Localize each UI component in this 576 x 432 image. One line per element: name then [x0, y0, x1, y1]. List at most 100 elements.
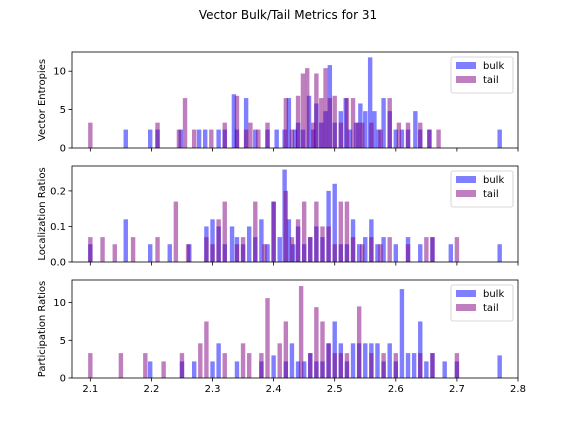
tail-bar: [271, 201, 276, 262]
tail-bar: [155, 122, 160, 148]
tail-bar: [240, 237, 246, 262]
bulk-bar: [231, 94, 237, 148]
legend-swatch-bulk: [456, 176, 476, 183]
tail-bar: [222, 353, 227, 378]
tail-bar: [265, 122, 270, 148]
bulk-bar: [123, 219, 128, 262]
bulk-bar: [148, 361, 153, 378]
tail-bar: [262, 244, 267, 262]
legend-label-tail: tail: [483, 303, 499, 314]
tail-bar: [88, 353, 93, 378]
tail-bar: [100, 237, 105, 262]
bulk-bar: [292, 129, 298, 148]
tail-bar: [326, 343, 331, 378]
bulk-bar: [399, 129, 405, 148]
y-tick-label: 0.0: [50, 258, 66, 269]
y-tick-label: 0.2: [50, 186, 66, 197]
x-tick-label: 2.1: [82, 384, 98, 395]
bulk-bar: [363, 343, 368, 378]
y-tick-label: 5: [60, 336, 66, 347]
bulk-bar: [196, 129, 202, 148]
tail-bar: [88, 237, 93, 262]
tail-bar: [454, 353, 460, 378]
tail-bar: [253, 201, 258, 262]
bulk-bar: [243, 98, 249, 148]
tail-bar: [369, 237, 374, 262]
tail-bar: [301, 201, 307, 262]
bulk-bar: [424, 361, 429, 378]
tail-bar: [323, 68, 328, 148]
x-tick-label: 2.5: [327, 384, 343, 395]
bulk-bar: [274, 129, 279, 148]
bulk-bar: [411, 353, 417, 378]
tail-bar: [283, 98, 289, 148]
bulk-bar: [393, 129, 399, 148]
legend-label-tail: tail: [483, 189, 499, 200]
tail-bar: [243, 129, 249, 148]
panel-1: 0 5 10 Vector Entropies bulk tail: [37, 51, 519, 155]
tail-bar: [327, 98, 333, 148]
bulk-bar: [356, 244, 362, 262]
bulk-bar: [413, 111, 418, 148]
tail-bar: [283, 321, 289, 378]
tail-bar: [338, 122, 344, 148]
tail-bar: [320, 321, 325, 378]
tail-bar: [143, 353, 148, 378]
tail-bar: [216, 219, 221, 262]
bulk-bar: [375, 343, 380, 378]
tail-bar: [277, 343, 282, 378]
legend-swatch-bulk: [456, 62, 476, 69]
bulk-bar: [265, 244, 270, 262]
legend-swatch-bulk: [456, 290, 476, 297]
bulk-bar: [229, 226, 235, 262]
bulk-bar: [123, 129, 128, 148]
bulk-bar: [442, 361, 447, 378]
bulk-bar: [381, 237, 386, 262]
tail-bar: [320, 226, 325, 262]
tail-bar: [155, 237, 160, 262]
tail-bar: [289, 237, 295, 262]
legend-label-bulk: bulk: [483, 289, 504, 300]
legend-swatch-tail: [456, 190, 476, 197]
tail-bar: [405, 244, 411, 262]
tail-bar: [378, 129, 383, 148]
tail-bar: [185, 244, 191, 262]
tail-bar: [430, 353, 435, 378]
bulk-bar: [350, 343, 356, 378]
tail-bar: [332, 95, 337, 148]
bulk-bar: [259, 219, 264, 262]
tail-bar: [256, 129, 261, 148]
tail-bar: [300, 73, 306, 148]
bulk-bar: [216, 343, 221, 378]
bulk-bar: [301, 361, 307, 378]
bulk-bar: [405, 353, 411, 378]
tail-bar: [344, 98, 350, 148]
legend-label-bulk: bulk: [483, 175, 504, 186]
bulk-bar: [372, 111, 377, 148]
axes-frame: [71, 165, 519, 263]
tail-bar: [314, 201, 319, 262]
tail-bar: [424, 237, 429, 262]
tail-bar: [332, 244, 337, 262]
tail-bar: [210, 244, 215, 262]
tail-bar: [308, 237, 313, 262]
y-tick-label: 10: [53, 298, 66, 309]
tail-bar: [204, 321, 209, 378]
tail-bar: [204, 237, 209, 262]
tail-bar: [338, 353, 344, 378]
tail-bar: [118, 353, 124, 378]
tail-bar: [430, 237, 435, 262]
bulk-bar: [148, 244, 153, 262]
bulk-bar: [332, 183, 337, 262]
axes-frame: [71, 279, 519, 379]
tail-bar: [418, 353, 423, 378]
tail-bar: [209, 129, 214, 148]
bulk-bar: [167, 244, 172, 262]
tail-bar: [161, 361, 166, 378]
bulk-bar: [210, 219, 215, 262]
tail-bar: [314, 307, 319, 378]
tail-bar: [305, 68, 310, 148]
tail-bar: [369, 122, 374, 148]
tail-bar: [295, 95, 301, 148]
tail-bar: [298, 286, 304, 378]
